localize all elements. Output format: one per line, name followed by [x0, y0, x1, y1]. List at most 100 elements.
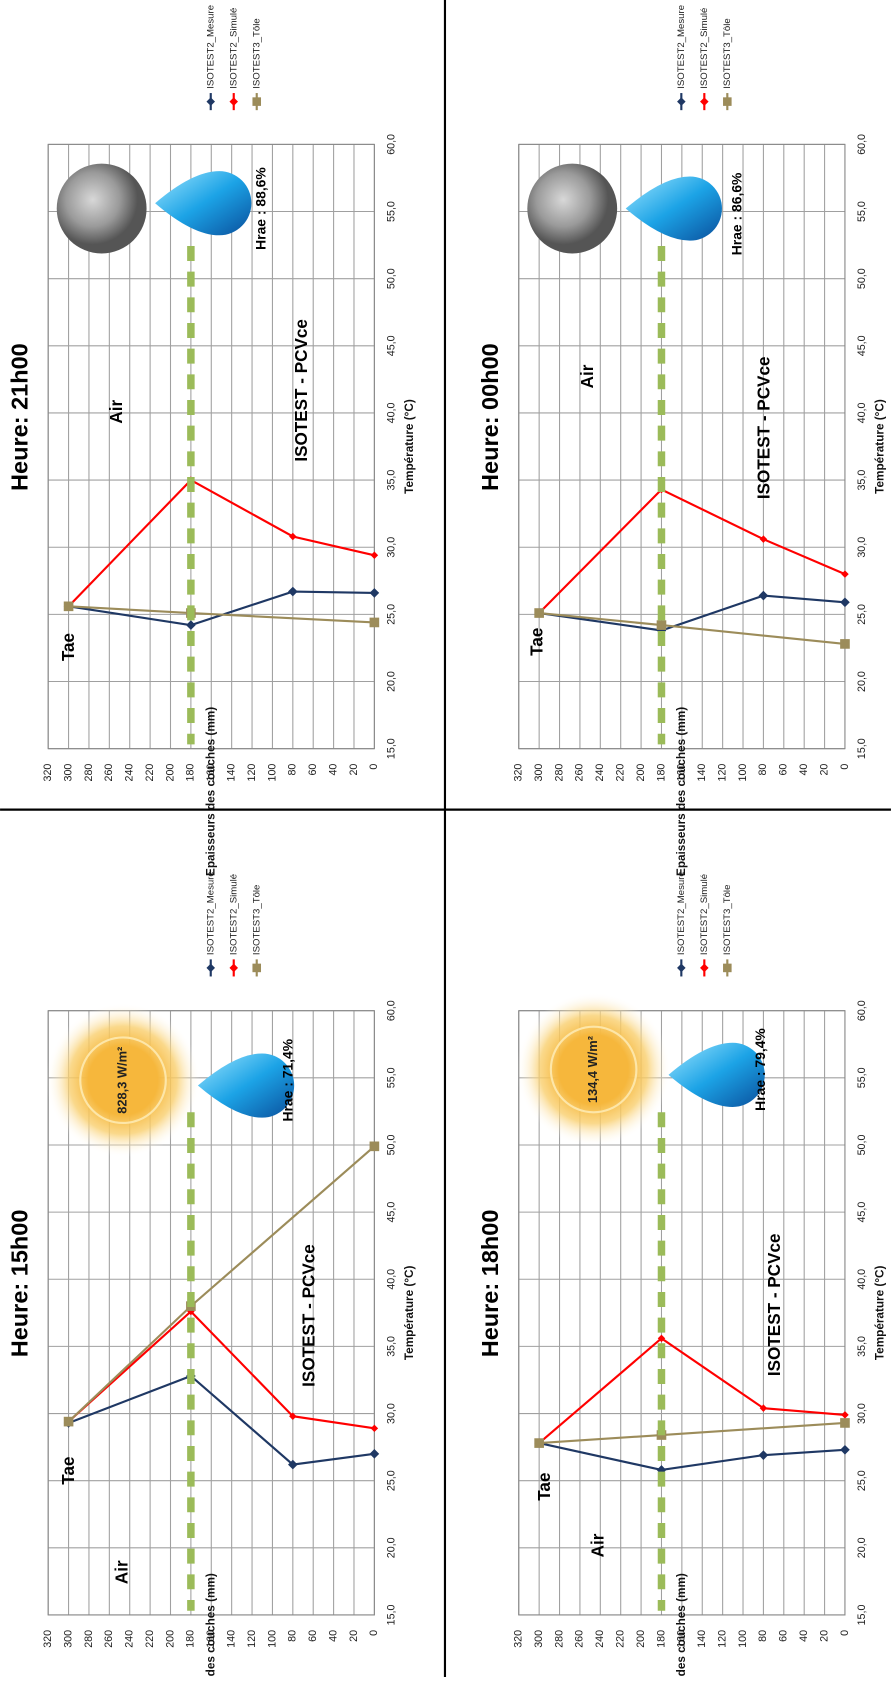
sun-glow: [516, 992, 671, 1147]
y-tick-label: 15,0: [385, 738, 397, 759]
point-marker: [186, 620, 196, 630]
x-tick-label: 300: [533, 1630, 545, 1648]
x-axis-title: Epaisseurs des couches (mm): [675, 1573, 688, 1677]
plot-frame: [518, 1010, 846, 1616]
legend-label: ISOTEST2_Simulé: [699, 8, 710, 89]
drop-icon: [668, 1042, 765, 1107]
moon-icon: [527, 163, 618, 254]
y-tick-label: 40,0: [385, 1269, 397, 1290]
x-tick-label: 200: [635, 1630, 647, 1648]
x-tick-label: 180: [655, 1630, 667, 1648]
x-tick-label: 40: [798, 764, 810, 776]
humidity-label: Hrae : 86,6%: [729, 173, 745, 256]
point-marker: [656, 620, 667, 630]
x-tick-label: 240: [124, 1630, 136, 1648]
x-tick-label: 140: [225, 764, 237, 782]
x-tick-label: 100: [266, 1630, 278, 1648]
x-tick-label: 120: [716, 764, 728, 782]
x-tick-label: 200: [164, 1630, 176, 1648]
plot-frame: [47, 143, 375, 750]
x-tick-label: 200: [635, 764, 647, 782]
x-tick-label: 320: [513, 1630, 525, 1648]
y-axis-title: Température (°C): [873, 399, 886, 494]
humidity-label: Hrae : 79,4%: [752, 1028, 768, 1111]
humidity-label: Hrae : 71,4%: [279, 1039, 295, 1122]
legend-marker: [700, 97, 709, 106]
x-tick-label: 20: [818, 1630, 830, 1642]
y-tick-label: 35,0: [385, 470, 397, 491]
point-marker: [840, 597, 850, 608]
x-axis-title: Epaisseurs des couches (mm): [204, 1573, 217, 1677]
x-tick-label: 260: [103, 764, 115, 782]
annotation: Tae: [535, 1473, 554, 1501]
annotation: Tae: [59, 1456, 78, 1484]
x-tick-label: 60: [307, 1630, 319, 1642]
annotation: ISOTEST - PCVce: [300, 1244, 319, 1387]
annotation: ISOTEST - PCVce: [765, 1233, 784, 1376]
x-tick-label: 140: [696, 1630, 708, 1648]
annotation: Tae: [59, 633, 78, 661]
y-tick-label: 35,0: [856, 1336, 868, 1357]
y-tick-label: 15,0: [385, 1605, 397, 1626]
legend-marker: [723, 963, 732, 973]
humidity-label: Hrae : 88,6%: [253, 167, 269, 250]
y-tick-label: 20,0: [385, 671, 397, 692]
legend-label: ISOTEST2_Mesure: [676, 871, 687, 955]
x-tick-label: 320: [42, 1630, 54, 1648]
x-tick-label: 20: [818, 764, 830, 776]
y-tick-label: 30,0: [856, 1403, 868, 1424]
y-tick-label: 25,0: [385, 604, 397, 625]
x-tick-label: 220: [615, 1630, 627, 1648]
annotation: Air: [113, 1560, 132, 1584]
x-tick-label: 240: [594, 764, 606, 782]
x-tick-label: 120: [246, 1630, 258, 1648]
y-tick-label: 30,0: [856, 537, 868, 558]
point-marker: [369, 1141, 380, 1152]
y-tick-label: 40,0: [856, 403, 868, 424]
x-tick-label: 0: [839, 1630, 851, 1636]
annotation: Air: [107, 400, 126, 424]
x-tick-label: 280: [553, 1630, 565, 1648]
series-line: [68, 590, 375, 627]
chart-title: Heure: 00h00: [477, 343, 503, 491]
plot-frame: [47, 1010, 375, 1616]
point-marker: [758, 1450, 769, 1460]
y-tick-label: 15,0: [856, 1605, 868, 1626]
legend-label: ISOTEST2_Mesure: [676, 5, 687, 89]
y-tick-label: 60,0: [385, 134, 397, 155]
legend-marker: [677, 97, 686, 106]
x-tick-label: 60: [307, 764, 319, 776]
legend-label: ISOTEST3_Tôle: [251, 885, 262, 956]
legend-label: ISOTEST2_Simulé: [699, 874, 710, 955]
x-tick-label: 60: [778, 1630, 790, 1642]
point-marker: [369, 617, 380, 628]
y-tick-label: 45,0: [385, 335, 397, 356]
point-marker: [288, 1459, 298, 1470]
annotation: Air: [578, 364, 597, 388]
sun-ring: [79, 1036, 167, 1125]
point-marker: [369, 588, 380, 598]
x-tick-label: 220: [144, 1630, 156, 1648]
x-tick-label: 280: [553, 764, 565, 782]
x-tick-label: 180: [655, 764, 667, 782]
drop-icon: [197, 1053, 295, 1118]
y-tick-label: 25,0: [856, 604, 868, 625]
irradiance-label: 828,3 W/m²: [114, 1047, 129, 1114]
annotation: Air: [588, 1533, 607, 1557]
chart-title: Heure: 18h00: [477, 1210, 503, 1358]
x-tick-label: 80: [287, 764, 299, 776]
y-tick-label: 45,0: [856, 1202, 868, 1223]
y-tick-label: 15,0: [856, 738, 868, 759]
x-tick-label: 40: [327, 1630, 339, 1642]
y-tick-label: 60,0: [856, 134, 868, 155]
point-marker: [758, 590, 769, 601]
x-tick-label: 180: [185, 1630, 197, 1648]
point-marker: [534, 1438, 544, 1448]
point-marker: [840, 639, 850, 649]
sun-ring: [549, 1025, 638, 1114]
x-tick-label: 0: [839, 764, 851, 770]
y-axis-title: Température (°C): [873, 1265, 886, 1360]
x-tick-label: 320: [513, 764, 525, 782]
chart-title: Heure: 15h00: [7, 1210, 33, 1358]
legend-label: ISOTEST3_Tôle: [722, 18, 733, 89]
